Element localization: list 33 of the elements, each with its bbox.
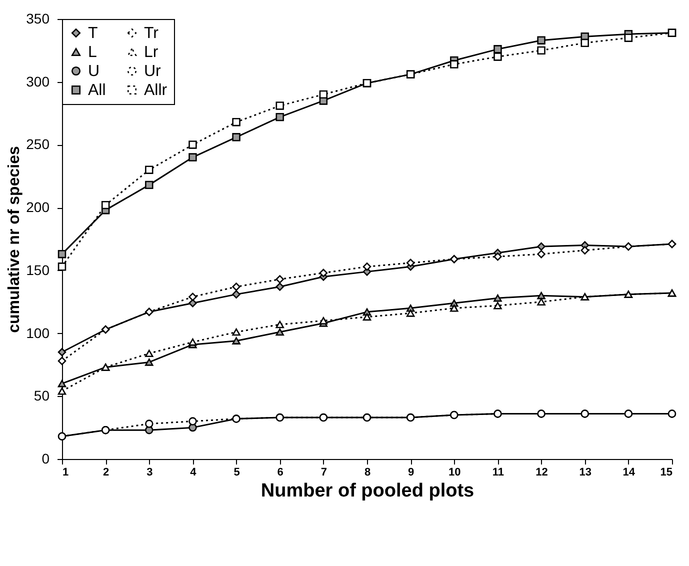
legend-label: Lr — [144, 44, 159, 61]
x-tick-label: 15 — [660, 466, 672, 478]
x-tick-label: 3 — [146, 466, 153, 478]
y-tick-label: 200 — [26, 199, 50, 216]
x-tick-label: 12 — [536, 466, 548, 478]
y-axis-title: cumulative nr of species — [6, 146, 24, 333]
y-tick-label: 350 — [26, 10, 50, 26]
x-tick-label: 7 — [320, 466, 327, 478]
y-tick-label: 0 — [42, 450, 50, 466]
y-tick-label: 150 — [26, 262, 50, 278]
x-tick-label: 4 — [190, 466, 198, 478]
legend-label: Ur — [144, 63, 162, 80]
x-tick-label: 1 — [62, 466, 69, 478]
legend-label: U — [88, 63, 100, 80]
x-tick-label: 10 — [448, 466, 461, 478]
y-tick-label: 100 — [26, 324, 50, 341]
x-tick-label: 6 — [277, 466, 284, 478]
x-tick-label: 5 — [234, 466, 240, 478]
legend-label: All — [88, 82, 106, 99]
x-tick-label: 8 — [364, 466, 371, 478]
x-tick-label: 9 — [408, 466, 414, 478]
legend-label: T — [88, 25, 98, 42]
legend-label: L — [88, 44, 97, 61]
x-tick-label: 2 — [103, 466, 110, 478]
y-tick-label: 250 — [26, 136, 50, 152]
y-tick-label: 300 — [26, 73, 50, 90]
legend-label: Allr — [144, 82, 168, 99]
x-tick-label: 14 — [622, 466, 636, 478]
y-tick-label: 50 — [34, 388, 50, 404]
x-axis-title: Number of pooled plots — [260, 480, 474, 502]
x-tick-label: 11 — [492, 466, 504, 478]
legend-label: Tr — [144, 25, 160, 42]
x-tick-label: 13 — [579, 466, 592, 478]
